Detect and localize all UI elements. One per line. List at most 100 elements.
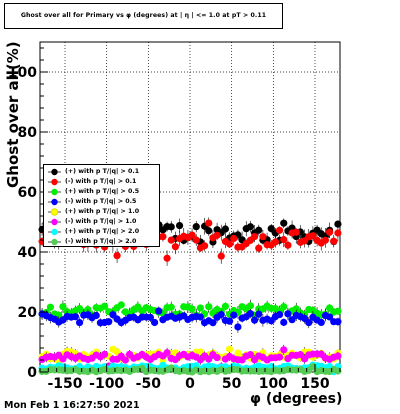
data-point — [255, 226, 263, 234]
data-point — [280, 318, 288, 326]
data-point — [150, 318, 159, 327]
y-tick-label: 40 — [18, 245, 38, 261]
data-point — [167, 303, 175, 311]
data-point — [205, 303, 213, 311]
data-point — [292, 228, 300, 236]
data-point — [175, 221, 184, 230]
y-tick-label: 80 — [18, 125, 38, 141]
data-point — [200, 242, 209, 250]
data-point — [250, 316, 259, 324]
legend-entry: (-) with p T/|q| > 0.1 — [44, 177, 159, 187]
data-point — [225, 240, 234, 248]
legend-label: (+) with p T/|q| > 0.1 — [65, 168, 140, 175]
data-point — [163, 349, 171, 357]
chart-title: Ghost over all for Primary vs φ (degrees… — [20, 12, 267, 19]
legend-label: (-) with p T/|q| > 0.5 — [65, 198, 137, 205]
legend-marker-dot — [51, 188, 58, 196]
y-tick-label: 0 — [27, 365, 37, 381]
legend-entry: (+) with p T/|q| > 0.1 — [44, 167, 159, 177]
data-point — [205, 219, 213, 227]
data-point — [59, 303, 67, 311]
data-point — [225, 345, 234, 353]
y-tick-label: 100 — [8, 65, 37, 81]
data-point — [259, 233, 267, 241]
legend-marker-dot — [51, 218, 58, 226]
legend: (+) with p T/|q| > 0.1 (-) with p T/|q| >… — [43, 164, 160, 247]
legend-marker-dot — [51, 168, 58, 176]
legend-label: (-) with p T/|q| > 1.0 — [65, 218, 137, 225]
data-point — [255, 310, 263, 318]
data-point — [280, 303, 288, 311]
data-point — [280, 236, 288, 244]
data-point — [113, 252, 121, 260]
data-point — [246, 223, 255, 231]
data-point — [246, 310, 255, 318]
data-point — [100, 350, 109, 358]
data-point — [192, 236, 200, 244]
y-axis-label: Ghost over all(%) — [4, 41, 22, 188]
legend-marker — [48, 188, 61, 196]
data-point — [309, 232, 317, 240]
x-tick-label: -50 — [136, 376, 162, 392]
data-point — [221, 302, 230, 310]
legend-entry: (+) with p T/|q| > 1.0 — [44, 207, 159, 217]
data-point — [205, 227, 213, 235]
data-point — [221, 225, 230, 233]
legend-entry: (+) with p T/|q| > 0.5 — [44, 187, 159, 197]
data-point — [155, 307, 163, 315]
legend-marker-dot — [51, 238, 58, 246]
data-point — [213, 231, 221, 239]
data-point — [334, 220, 342, 228]
series-5 — [38, 344, 342, 372]
legend-marker — [48, 178, 61, 186]
data-point — [275, 353, 284, 361]
data-point — [280, 346, 288, 354]
data-point — [317, 318, 325, 327]
data-point — [325, 228, 334, 236]
data-point — [234, 323, 242, 331]
legend-marker — [48, 168, 61, 176]
legend-entry: (-) with p T/|q| > 2.0 — [44, 237, 159, 247]
data-point — [246, 302, 255, 310]
data-point — [250, 232, 259, 241]
data-point — [321, 236, 330, 244]
x-tick-label: -100 — [89, 376, 124, 392]
x-axis-label: φ (degrees) — [250, 391, 343, 407]
data-point — [196, 313, 205, 321]
data-point — [167, 223, 175, 231]
data-point — [305, 319, 313, 327]
legend-marker — [48, 218, 61, 226]
data-point — [163, 254, 171, 262]
data-point — [92, 311, 100, 320]
data-point — [284, 241, 292, 249]
x-tick-label: 150 — [300, 376, 329, 392]
data-point — [213, 354, 221, 362]
data-point — [188, 231, 196, 239]
data-point — [100, 302, 109, 310]
data-point — [246, 351, 255, 359]
data-point — [230, 311, 238, 319]
legend-label: (+) with p T/|q| > 0.5 — [65, 188, 140, 195]
data-point — [230, 234, 238, 243]
data-point — [192, 223, 200, 231]
data-point — [334, 352, 342, 360]
legend-label: (+) with p T/|q| > 1.0 — [65, 208, 140, 215]
y-tick-label: 60 — [18, 185, 38, 201]
data-point — [196, 304, 205, 312]
legend-label: (+) with p T/|q| > 2.0 — [65, 228, 140, 235]
data-point — [225, 317, 234, 325]
data-point — [121, 356, 130, 364]
timestamp: Mon Feb 1 16:27:50 2021 — [4, 400, 140, 411]
legend-marker — [48, 198, 61, 206]
legend-entry: (-) with p T/|q| > 1.0 — [44, 217, 159, 227]
data-point — [284, 310, 292, 318]
data-point — [146, 313, 155, 321]
data-point — [105, 318, 113, 326]
data-point — [325, 313, 334, 321]
data-point — [255, 244, 263, 252]
data-point — [117, 301, 125, 309]
data-point — [75, 318, 84, 327]
data-point — [275, 310, 284, 319]
data-point — [334, 229, 342, 237]
legend-label: (-) with p T/|q| > 0.1 — [65, 178, 137, 185]
